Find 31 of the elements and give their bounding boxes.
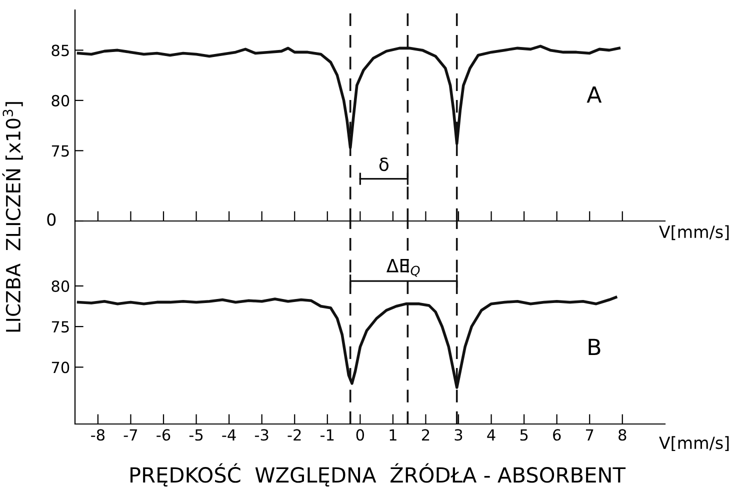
y-tick-label: 70 — [52, 362, 70, 374]
x-axis-title: V[mm/s] — [659, 436, 729, 452]
x-tick-label: -1 — [320, 429, 334, 440]
x-tick-label: -3 — [254, 429, 268, 441]
x-tick-label: 6 — [553, 429, 561, 441]
x-tick-label: 5 — [520, 429, 528, 441]
x-tick-label: 3 — [454, 429, 462, 441]
y-tick-label: 75 — [52, 321, 69, 333]
x-tick-label: 4 — [487, 429, 496, 440]
x-tick-label: -2 — [288, 429, 301, 440]
x-tick-label: 8 — [618, 429, 626, 441]
x-tick-label: -6 — [156, 429, 170, 441]
x-tick-label: -5 — [189, 429, 203, 441]
series-label: δ — [379, 157, 388, 172]
y-tick-label: 85 — [52, 44, 69, 56]
x-tick-label: 0 — [356, 429, 364, 441]
x-tick-label: -4 — [222, 429, 236, 440]
x-tick-label: 7 — [586, 429, 594, 440]
annotation: B — [588, 338, 600, 356]
x-tick-label: -8 — [91, 429, 105, 441]
y-axis-title: LICZBA ZLICZEŃ [x10$^{3}$] — [2, 102, 23, 332]
x-axis-title: V[mm/s] — [659, 225, 729, 240]
y-tick-label: 80 — [52, 280, 70, 292]
x-tick-label: 1 — [390, 429, 396, 440]
x-tick-label: -7 — [124, 429, 138, 440]
y-tick-label: 75 — [52, 145, 69, 157]
text: 0 — [47, 213, 56, 226]
text: PRĘDKOŚĆ WZGLĘDNA ŹRÓDŁA - ABSORBENT — [130, 463, 626, 487]
y-tick-label: 80 — [52, 94, 70, 106]
annotation: A — [586, 86, 602, 103]
x-tick-label: 2 — [422, 429, 430, 440]
